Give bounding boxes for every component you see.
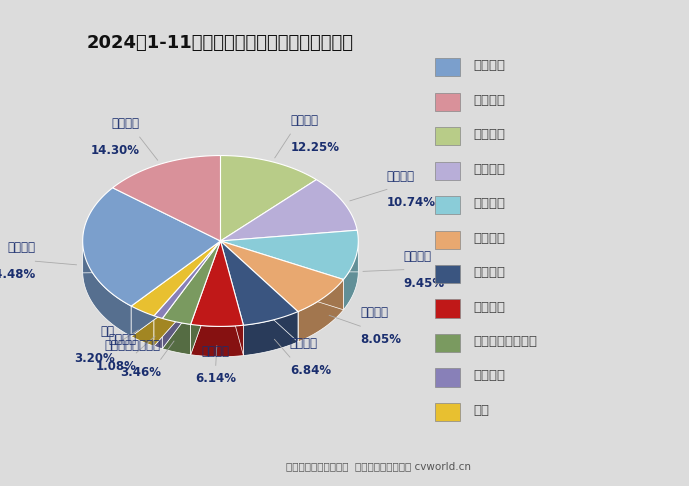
Text: 一汽解放: 一汽解放 [473,128,505,141]
Text: 远程新能源商用车: 远程新能源商用车 [473,335,537,348]
Text: 三一集团: 三一集团 [473,59,505,72]
Polygon shape [191,241,220,355]
Polygon shape [220,180,357,241]
FancyBboxPatch shape [435,403,460,421]
Polygon shape [154,241,220,318]
Text: 14.30%: 14.30% [91,144,140,157]
Polygon shape [163,241,220,349]
Text: 宇通集团: 宇通集团 [473,163,505,176]
Polygon shape [220,241,243,356]
FancyBboxPatch shape [435,58,460,76]
Text: 远程新能源商用车: 远程新能源商用车 [105,339,161,352]
Polygon shape [83,241,220,273]
Polygon shape [131,241,220,336]
Polygon shape [163,318,191,355]
Text: 6.84%: 6.84% [290,364,331,377]
Polygon shape [131,241,220,336]
Text: 陕汽集团: 陕汽集团 [473,266,505,279]
Polygon shape [154,316,163,349]
Polygon shape [220,241,298,325]
Text: 其他: 其他 [473,404,489,417]
Text: 三一集团: 三一集团 [8,242,35,254]
FancyBboxPatch shape [435,196,460,214]
Polygon shape [220,156,316,241]
Text: 3.46%: 3.46% [120,366,161,379]
Polygon shape [131,306,154,346]
Text: 北奔重汽: 北奔重汽 [473,369,505,382]
Text: 福田汽车: 福田汽车 [202,346,229,359]
Polygon shape [83,243,131,336]
Polygon shape [220,230,358,279]
Polygon shape [220,241,243,356]
Text: 6.14%: 6.14% [195,372,236,385]
Text: 中国重汽: 中国重汽 [404,250,432,263]
FancyBboxPatch shape [435,230,460,249]
Polygon shape [113,156,220,241]
Text: 12.25%: 12.25% [290,141,339,154]
Polygon shape [220,241,298,342]
Text: 2024年1-11月充电重卡品牌市场份额占比一览: 2024年1-11月充电重卡品牌市场份额占比一览 [87,34,354,52]
Polygon shape [220,241,344,312]
Polygon shape [191,241,220,355]
Polygon shape [191,324,243,357]
Polygon shape [131,241,220,316]
Ellipse shape [83,186,358,357]
Polygon shape [298,279,344,342]
FancyBboxPatch shape [435,334,460,352]
Polygon shape [220,241,344,310]
FancyBboxPatch shape [435,162,460,180]
Text: 一汽解放: 一汽解放 [290,114,318,127]
Polygon shape [344,242,358,310]
FancyBboxPatch shape [435,93,460,111]
Text: 24.48%: 24.48% [0,268,35,281]
Text: 东风公司: 东风公司 [360,306,389,319]
Text: 9.45%: 9.45% [404,277,445,290]
Text: 徐工汽车: 徐工汽车 [112,117,140,130]
Polygon shape [163,241,220,324]
Polygon shape [243,312,298,356]
Text: 10.74%: 10.74% [387,196,436,209]
Polygon shape [154,241,220,346]
Text: 北奔重汽: 北奔重汽 [108,333,136,346]
Text: 东风公司: 东风公司 [473,232,505,244]
Polygon shape [191,241,243,327]
Polygon shape [220,241,344,310]
Text: 陕汽集团: 陕汽集团 [290,337,318,350]
Text: 8.05%: 8.05% [360,333,401,346]
Polygon shape [163,241,220,349]
Text: 徐工汽车: 徐工汽车 [473,94,505,107]
Text: 宇通集团: 宇通集团 [387,170,415,183]
FancyBboxPatch shape [435,368,460,386]
FancyBboxPatch shape [435,127,460,145]
Text: 数据来源：交强险统计  制图：第一商用车网 cvworld.cn: 数据来源：交强险统计 制图：第一商用车网 cvworld.cn [287,461,471,471]
FancyBboxPatch shape [435,299,460,318]
Polygon shape [83,188,220,306]
Polygon shape [220,241,298,342]
Text: 3.20%: 3.20% [74,352,115,365]
Text: 中国重汽: 中国重汽 [473,197,505,210]
Text: 福田汽车: 福田汽车 [473,300,505,313]
Text: 其他: 其他 [101,325,115,338]
Polygon shape [220,241,358,272]
Text: 1.08%: 1.08% [95,360,136,373]
FancyBboxPatch shape [435,265,460,283]
Polygon shape [154,241,220,346]
